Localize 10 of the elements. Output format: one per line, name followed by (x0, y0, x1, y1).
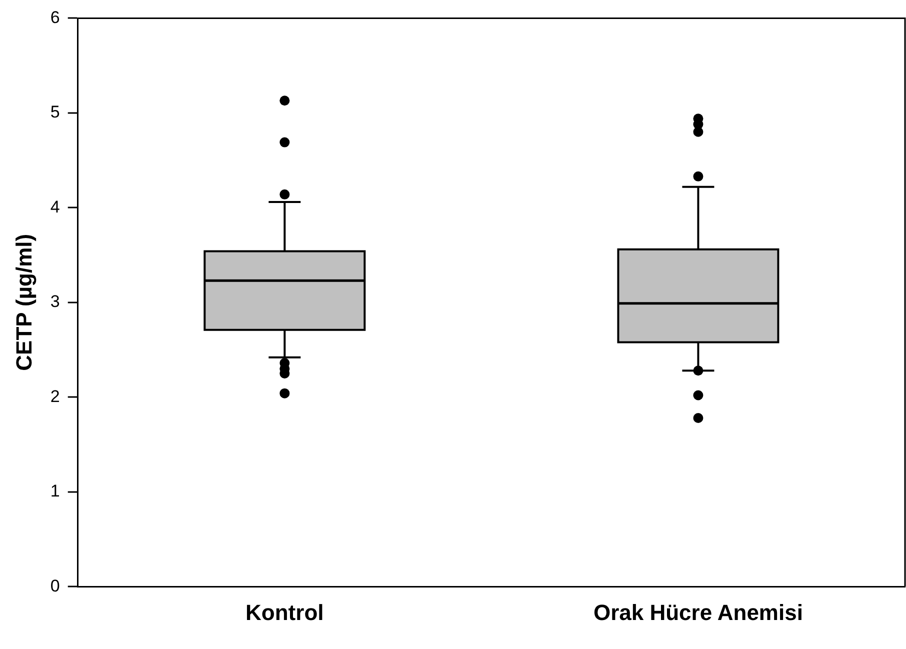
y-tick-label: 3 (50, 292, 60, 312)
y-tick-label: 1 (50, 482, 60, 501)
x-tick-label: Orak Hücre Anemisi (593, 600, 803, 625)
y-tick-label: 4 (50, 197, 60, 216)
y-tick-label: 5 (50, 102, 60, 122)
y-tick-label: 0 (50, 576, 60, 596)
x-tick-label: Kontrol (246, 600, 324, 625)
y-axis-title: CETP (µg/ml) (11, 234, 36, 371)
y-tick-label: 2 (50, 386, 60, 406)
y-tick-label: 6 (50, 8, 60, 27)
